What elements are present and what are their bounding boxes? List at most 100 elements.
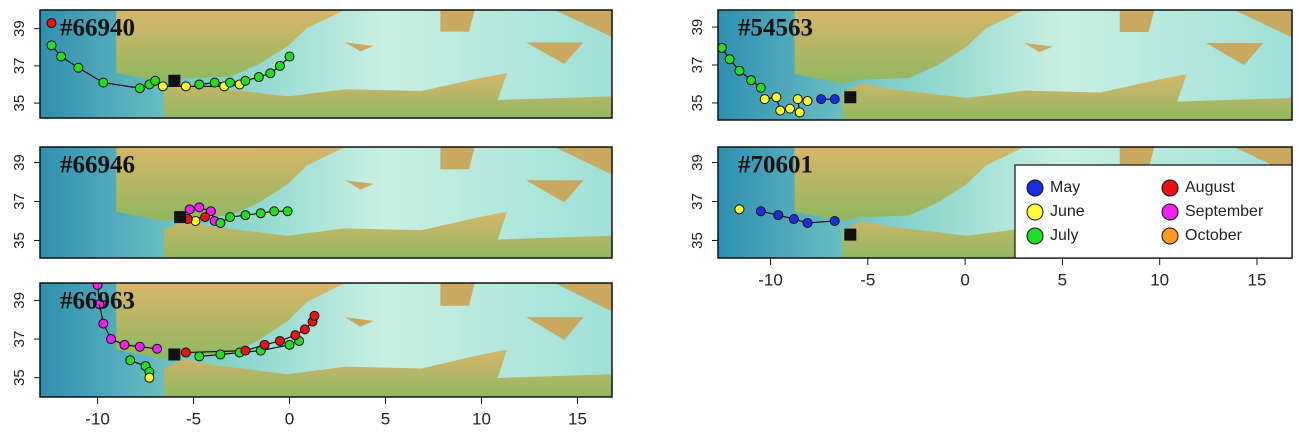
- legend-swatch: [1162, 180, 1178, 196]
- legend-label: August: [1185, 179, 1235, 196]
- y-tick-label: 39: [11, 292, 28, 309]
- y-tick-label: 39: [689, 19, 706, 36]
- release-site: [168, 348, 180, 360]
- location-point: [210, 78, 219, 87]
- location-point: [789, 215, 798, 224]
- x-tick-label: 5: [381, 409, 390, 428]
- location-point: [241, 346, 250, 355]
- location-point: [747, 76, 756, 85]
- location-point: [774, 211, 783, 220]
- y-tick-label: 37: [11, 193, 28, 210]
- location-point: [803, 218, 812, 227]
- location-point: [99, 78, 108, 87]
- location-point: [756, 207, 765, 216]
- location-point: [135, 342, 144, 351]
- location-point: [776, 106, 785, 115]
- location-point: [201, 213, 210, 222]
- release-site: [844, 91, 856, 103]
- location-point: [135, 84, 144, 93]
- location-point: [254, 73, 263, 82]
- location-point: [291, 331, 300, 340]
- panel-title: #70601: [738, 152, 813, 179]
- y-tick-label: 39: [11, 20, 28, 37]
- location-point: [785, 104, 794, 113]
- location-point: [107, 335, 116, 344]
- x-tick-label: -5: [186, 409, 201, 428]
- location-point: [275, 61, 284, 70]
- release-site: [168, 75, 180, 87]
- location-point: [285, 52, 294, 61]
- x-tick-label: 5: [1058, 270, 1067, 289]
- x-tick-label: -10: [85, 409, 110, 428]
- location-point: [285, 340, 294, 349]
- location-point: [793, 95, 802, 104]
- x-tick-label: 15: [568, 409, 587, 428]
- location-point: [266, 69, 275, 78]
- legend-label: October: [1185, 227, 1243, 244]
- location-point: [830, 95, 839, 104]
- figure: #66940 35 37 39 #66946 35 37 39 #66963 35 37 39 -10 -…: [0, 0, 1299, 436]
- location-point: [195, 352, 204, 361]
- location-point: [195, 80, 204, 89]
- location-point: [772, 93, 781, 102]
- legend-label: September: [1185, 203, 1264, 220]
- x-tick-label: 10: [472, 409, 491, 428]
- location-point: [216, 218, 225, 227]
- location-point: [216, 350, 225, 359]
- location-point: [181, 348, 190, 357]
- x-tick-label: -10: [758, 270, 783, 289]
- location-point: [760, 95, 769, 104]
- location-point: [795, 108, 804, 117]
- legend-swatch: [1027, 204, 1043, 220]
- legend-swatch: [1027, 180, 1043, 196]
- location-point: [195, 203, 204, 212]
- location-point: [74, 63, 83, 72]
- panel-title: #66940: [60, 15, 135, 42]
- location-point: [153, 344, 162, 353]
- location-point: [47, 19, 56, 28]
- x-tick-label: 10: [1150, 270, 1169, 289]
- panel-title: #66963: [60, 288, 135, 315]
- location-point: [57, 52, 66, 61]
- legend-swatch: [1162, 204, 1178, 220]
- release-site: [844, 229, 856, 241]
- y-tick-label: 35: [11, 232, 28, 249]
- x-tick-label: 0: [960, 270, 969, 289]
- location-point: [830, 217, 839, 226]
- location-point: [241, 76, 250, 85]
- y-tick-label: 37: [11, 58, 28, 75]
- release-site: [174, 211, 186, 223]
- x-tick-label: 15: [1248, 270, 1267, 289]
- legend-label: July: [1050, 227, 1078, 244]
- location-point: [735, 66, 744, 75]
- location-point: [803, 97, 812, 106]
- location-point: [260, 340, 269, 349]
- location-point: [270, 207, 279, 216]
- y-tick-label: 39: [11, 154, 28, 171]
- location-point: [181, 82, 190, 91]
- y-tick-label: 37: [11, 331, 28, 348]
- location-point: [226, 78, 235, 87]
- panel-title: #66946: [60, 152, 135, 179]
- location-point: [817, 95, 826, 104]
- location-point: [47, 41, 56, 50]
- location-point: [756, 83, 765, 92]
- location-point: [99, 319, 108, 328]
- location-point: [226, 213, 235, 222]
- location-point: [145, 373, 154, 382]
- legend-label: May: [1050, 179, 1080, 196]
- x-tick-label: 0: [285, 409, 294, 428]
- legend-label: June: [1050, 203, 1085, 220]
- y-tick-label: 35: [11, 369, 28, 386]
- location-point: [300, 325, 309, 334]
- location-point: [126, 356, 135, 365]
- y-tick-label: 37: [689, 57, 706, 74]
- y-tick-label: 37: [689, 193, 706, 210]
- panel-title: #54563: [738, 15, 813, 42]
- y-tick-label: 35: [11, 95, 28, 112]
- y-tick-label: 35: [689, 95, 706, 112]
- legend-swatch: [1162, 228, 1178, 244]
- legend-swatch: [1027, 228, 1043, 244]
- location-point: [158, 82, 167, 91]
- location-point: [151, 76, 160, 85]
